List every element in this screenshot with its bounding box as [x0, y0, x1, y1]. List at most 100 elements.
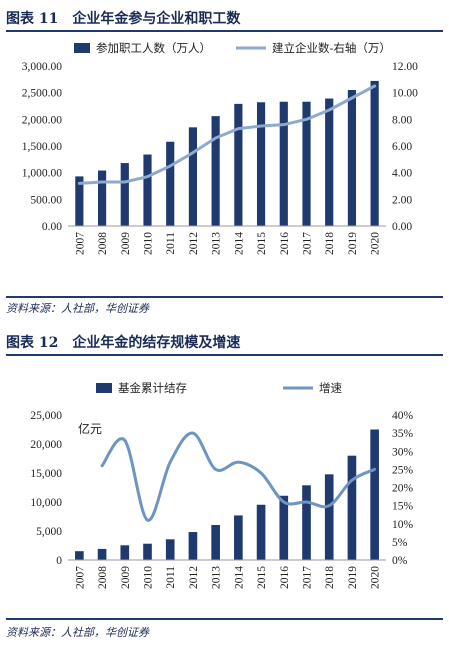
bar-2015	[256, 102, 266, 226]
y-right-tick: 15%	[392, 501, 414, 513]
y-right-tick: 8.00	[392, 114, 412, 126]
x-tick-2015: 2015	[256, 566, 268, 589]
bar-2020	[370, 80, 379, 226]
x-tick-2020: 2020	[370, 232, 382, 255]
y-right-tick: 40%	[392, 410, 414, 422]
y-left-tick: 500.00	[30, 194, 62, 206]
bar-2017	[302, 101, 311, 226]
legend-line-label: 增速	[319, 381, 342, 395]
figure11-title: 图表 11 企业年金参与企业和职工数	[6, 11, 241, 27]
bar-2014	[234, 103, 243, 226]
figure12-bottom-rule	[6, 618, 443, 620]
x-tick-2019: 2019	[347, 566, 359, 589]
legend-line-label: 建立企业数-右轴（万）	[272, 41, 391, 55]
x-tick-2007: 2007	[74, 566, 86, 589]
legend-bar-swatch	[96, 383, 112, 393]
y-left-tick: 2,000.00	[22, 114, 63, 126]
x-tick-2011: 2011	[165, 232, 177, 255]
bar-2012	[188, 127, 198, 226]
chart-employees-enterprises: 参加职工人数（万人） 建立企业数-右轴（万） 0.00 500.00 1,000.00…	[22, 41, 418, 255]
x-tick-2010: 2010	[143, 566, 155, 589]
x-tick-2008: 2008	[97, 566, 109, 589]
bar-2011	[166, 141, 175, 226]
x-tick-2009: 2009	[120, 566, 132, 589]
x-tick-2012: 2012	[188, 232, 200, 255]
y-right-tick: 20%	[392, 483, 414, 495]
unit-label: 亿元	[78, 421, 102, 436]
x-tick-2018: 2018	[324, 566, 336, 589]
y-right-tick: 25%	[392, 464, 414, 476]
series-line-enterprises	[77, 84, 377, 185]
figure12-title: 图表 12 企业年金的结存规模及增速	[6, 335, 241, 351]
bar-2010	[143, 154, 152, 226]
x-tick-2007: 2007	[74, 232, 86, 255]
y-right-tick: 5%	[392, 537, 408, 549]
x-tick-2014: 2014	[233, 232, 245, 255]
series-line-growth	[100, 431, 377, 522]
x-tick-2018: 2018	[324, 232, 336, 255]
bar-2019	[347, 90, 357, 226]
y-right-tick: 12.00	[392, 61, 418, 73]
x-tick-2011: 2011	[165, 566, 177, 589]
bar-2019	[347, 455, 357, 560]
bar-2014	[234, 515, 243, 560]
y-right-tick: 6.00	[392, 141, 412, 153]
y-right-tick: 10.00	[392, 88, 418, 100]
x-tick-2013: 2013	[211, 566, 223, 589]
bar-2011	[165, 539, 175, 560]
bar-2007	[75, 176, 84, 226]
chart-fund-balance-growth: 基金累计结存 增速 亿元 0 5,000 10,000 15,000 20,000 25,0…	[30, 381, 414, 589]
bar-2018	[325, 98, 334, 226]
bar-2012	[188, 532, 198, 560]
x-tick-2009: 2009	[120, 232, 132, 255]
bar-2007	[75, 551, 84, 560]
x-tick-2013: 2013	[211, 232, 223, 255]
bar-2013	[211, 524, 220, 560]
y-left-tick: 15,000	[30, 468, 62, 480]
y-right-tick: 0.00	[392, 221, 412, 233]
bar-2008	[97, 548, 107, 560]
bar-2010	[143, 543, 152, 560]
bar-2009	[120, 545, 130, 560]
x-tick-2016: 2016	[279, 232, 291, 255]
bar-2016	[279, 101, 288, 226]
figure11-source: 资料来源：人社部，华创证券	[6, 302, 149, 315]
y-left-tick: 2,500.00	[22, 88, 63, 100]
figure11-title-rule	[6, 30, 443, 32]
y-right-tick: 2.00	[392, 194, 412, 206]
bar-2009	[120, 163, 129, 226]
x-tick-2008: 2008	[97, 232, 109, 255]
legend-bar-label: 参加职工人数（万人）	[96, 41, 211, 55]
figure11-bottom-rule	[6, 296, 443, 298]
x-tick-2016: 2016	[279, 566, 291, 589]
x-tick-2019: 2019	[347, 232, 359, 255]
legend-bar-label: 基金累计结存	[118, 381, 187, 395]
y-left-tick: 1,500.00	[22, 141, 63, 153]
bar-2018	[324, 474, 334, 560]
x-tick-2014: 2014	[233, 566, 245, 589]
y-left-tick: 0.00	[42, 221, 62, 233]
legend-bar-swatch	[74, 43, 90, 53]
y-left-tick: 3,000.00	[22, 61, 63, 73]
y-left-tick: 1,000.00	[22, 168, 63, 180]
bar-2008	[97, 170, 107, 226]
y-left-tick: 20,000	[30, 439, 62, 451]
x-tick-2010: 2010	[143, 232, 155, 255]
x-tick-2020: 2020	[370, 566, 382, 589]
y-right-tick: 35%	[392, 428, 414, 440]
figure12-source: 资料来源：人社部，华创证券	[6, 626, 149, 639]
y-right-tick: 4.00	[392, 168, 412, 180]
bar-2020	[370, 429, 379, 560]
x-tick-2012: 2012	[188, 566, 200, 589]
y-left-tick: 10,000	[30, 497, 62, 509]
x-tick-2017: 2017	[302, 566, 314, 589]
y-left-tick: 25,000	[30, 410, 62, 422]
y-right-tick: 10%	[392, 519, 414, 531]
y-left-tick: 5,000	[36, 526, 62, 538]
figure12-title-rule	[6, 354, 443, 356]
bar-2016	[279, 495, 289, 560]
y-right-tick: 0%	[392, 555, 408, 567]
x-tick-2015: 2015	[256, 232, 268, 255]
bar-2013	[211, 116, 220, 226]
bar-2015	[256, 504, 266, 560]
